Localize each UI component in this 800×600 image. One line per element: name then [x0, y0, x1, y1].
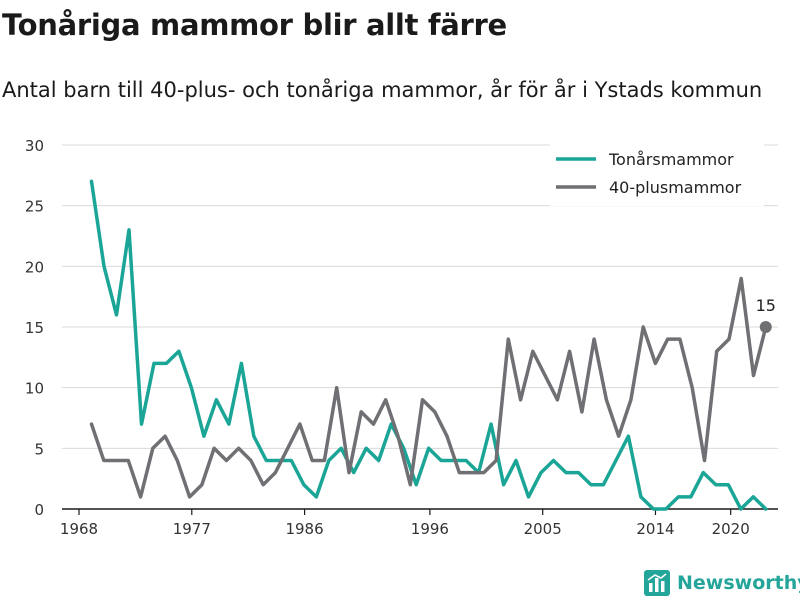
- legend-box: [550, 140, 764, 206]
- axis-ticks: 0 5 10 15 20 25 30 1968 1977 1986 1996 2005 2014 2020: [25, 137, 750, 538]
- end-value-label: 15: [756, 296, 776, 315]
- x-tick-label: 1986: [285, 520, 323, 538]
- legend: Tonårsmammor 40-plusmammor: [550, 140, 764, 206]
- y-tick-label: 20: [25, 258, 44, 276]
- series-line-forty-plus-mothers: [89, 276, 768, 499]
- y-tick-label: 15: [25, 319, 44, 337]
- end-annotation: 15: [756, 296, 776, 333]
- bar-chart-icon: [644, 570, 670, 596]
- x-tick-label: 1996: [411, 520, 449, 538]
- y-tick-label: 0: [34, 501, 44, 519]
- x-tick-label: 2005: [524, 520, 562, 538]
- series-line-teen-mothers: [89, 179, 768, 511]
- series-lines: [89, 179, 768, 511]
- end-point-marker: [759, 321, 772, 333]
- x-tick-label: 2014: [636, 520, 674, 538]
- x-tick-label: 1968: [60, 520, 98, 538]
- y-tick-label: 5: [34, 440, 44, 458]
- legend-label: Tonårsmammor: [608, 150, 734, 169]
- x-tick-label: 1977: [173, 520, 211, 538]
- legend-label: 40-plusmammor: [609, 178, 742, 197]
- chart-subtitle: Antal barn till 40-plus- och tonåriga ma…: [2, 78, 763, 102]
- y-tick-label: 30: [25, 137, 44, 155]
- newsworthy-logo: Newsworthy: [644, 570, 800, 596]
- y-tick-label: 10: [25, 380, 44, 398]
- y-tick-label: 25: [25, 198, 44, 216]
- x-tick-label: 2020: [712, 520, 750, 538]
- chart-title: Tonåriga mammor blir allt färre: [2, 8, 507, 42]
- brand-name: Newsworthy: [677, 572, 800, 594]
